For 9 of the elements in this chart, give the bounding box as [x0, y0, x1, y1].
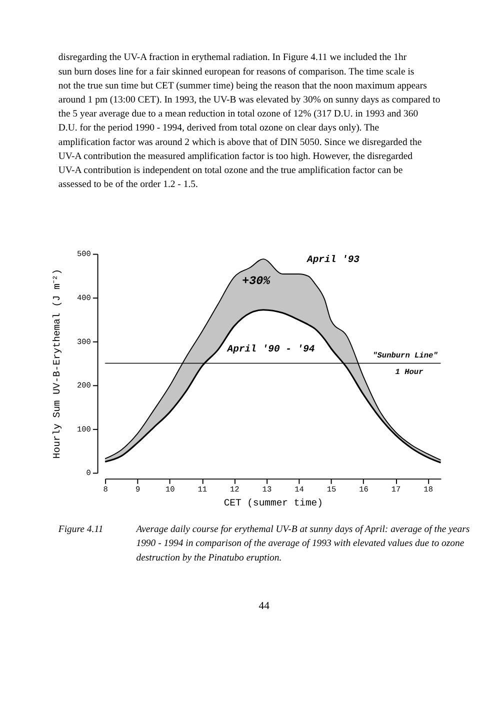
- caption: Figure 4.11: [57, 524, 104, 536]
- y-axis-title: Hourly Sum UV-B-Erythemal (J m⁻²): [51, 268, 62, 459]
- series-label: April '93: [306, 254, 360, 265]
- text: disregarding the UV-A fraction in erythemal radiation. In Figure 4.11 we included the 1hr sun burn doses line for a fair skinned european for reasons of comparison. The time scale is not the true sun time but CET (summer time) being the reason that the noon maximum appears around 1 pm (13:00 CET). In 1993, the UV-B was elevated by 30% on sunny days as compared to the 5 year average due to a mean reduction in total ozone of 12% (317 D.U. in 1993 and 360 D.U. for the period 1990 - 1994, derived from total ozone on clear days only). The amplification factor was around 2 which is above that of DIN 5050. Since we disregarded the UV-A contribution the measured amplification factor is too high. However, the disregarded UV-A contribution is independent on total ozone and the true amplification factor can be assessed to be of the order 1.2 - 1.5.: [58, 52, 440, 190]
- x-axis-title: CET (summer time): [224, 497, 323, 508]
- text: 44: [258, 600, 270, 612]
- series-label: April '90 - '94: [226, 344, 315, 355]
- text: Average daily course for erythemal UV-B at sunny days of April: average of the years 1990 - 1994 in comparison of the average of 1993 with elevated values due to ozone destruction by the Pinatubo eruption.: [135, 524, 470, 564]
- annotation: +30%: [242, 274, 272, 288]
